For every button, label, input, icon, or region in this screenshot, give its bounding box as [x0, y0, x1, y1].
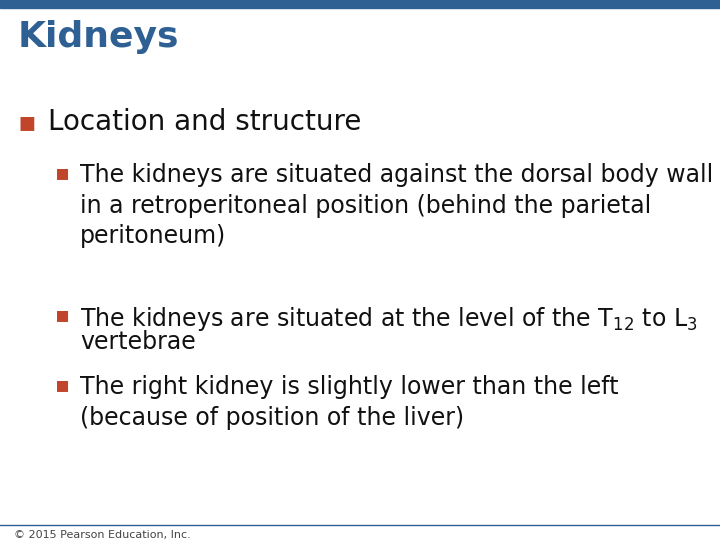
Text: vertebrae: vertebrae [80, 330, 196, 354]
Text: Location and structure: Location and structure [48, 108, 361, 136]
Text: ▪: ▪ [55, 305, 70, 325]
Text: ▪: ▪ [18, 108, 37, 136]
Text: ▪: ▪ [55, 375, 70, 395]
Text: ▪: ▪ [55, 163, 70, 183]
Text: The right kidney is slightly lower than the left
(because of position of the liv: The right kidney is slightly lower than … [80, 375, 618, 430]
Text: The kidneys are situated at the level of the T$_{12}$ to L$_{3}$: The kidneys are situated at the level of… [80, 305, 698, 333]
Text: © 2015 Pearson Education, Inc.: © 2015 Pearson Education, Inc. [14, 530, 191, 540]
Bar [0, 0, 720, 8]
Text: The kidneys are situated against the dorsal body wall
in a retroperitoneal posit: The kidneys are situated against the dor… [80, 163, 714, 248]
Text: Kidneys: Kidneys [18, 20, 179, 54]
